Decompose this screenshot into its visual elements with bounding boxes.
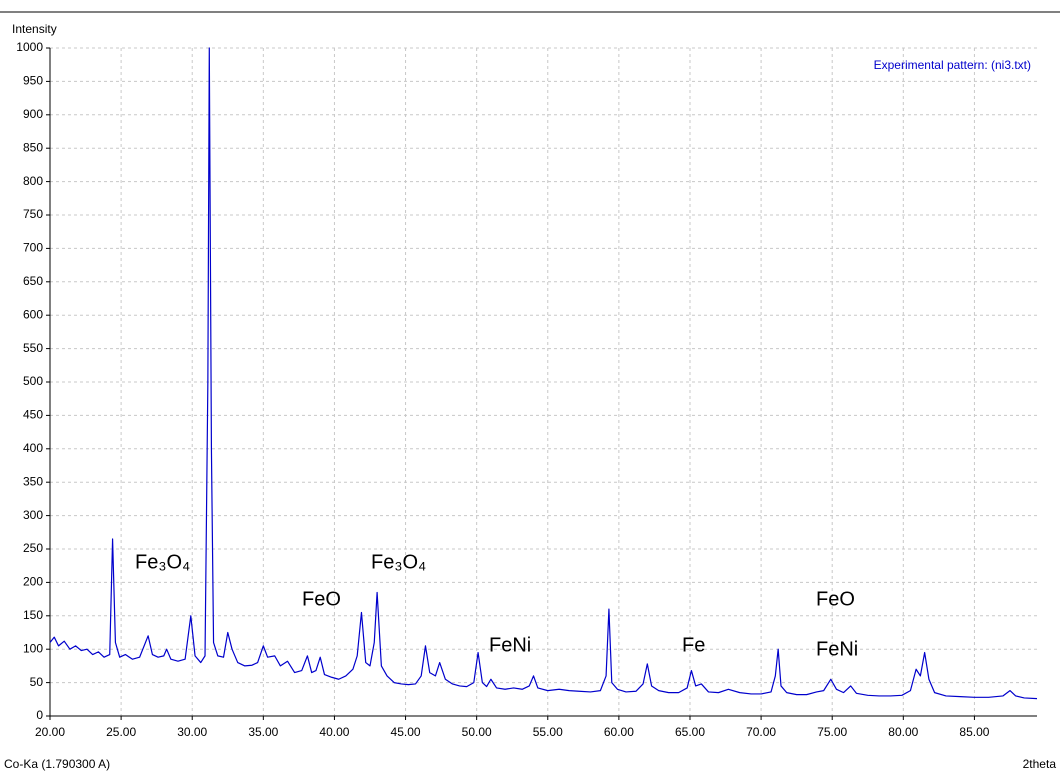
x-tick-label: 60.00 [604,725,634,739]
x-tick-label: 35.00 [248,725,278,739]
x-tick-label: 20.00 [35,725,65,739]
annotation: FeO [302,588,341,610]
y-tick-label: 750 [23,207,43,221]
annotation: FeO [816,588,855,610]
subtitle: Co-Ka (1.790300 A) [4,757,110,771]
x-tick-label: 85.00 [959,725,989,739]
x-tick-label: 25.00 [106,725,136,739]
x-axis-title: 2theta [1023,757,1057,771]
y-tick-label: 550 [23,341,43,355]
y-tick-label: 100 [23,641,43,655]
x-tick-label: 45.00 [391,725,421,739]
chart: Intensity Co-Ka (1.790300 A) 2theta 0 50 1… [0,0,1060,776]
annotation: FeNi [816,638,858,660]
y-tick-label: 600 [23,307,43,321]
y-tick-label: 800 [23,174,43,188]
y-tick-label: 900 [23,107,43,121]
x-tick-label: 65.00 [675,725,705,739]
y-tick-label: 50 [30,675,44,689]
y-tick-label: 700 [23,241,43,255]
y-tick-label: 250 [23,541,43,555]
y-tick-label: 0 [36,708,43,722]
y-tick-label: 300 [23,508,43,522]
y-tick-label: 650 [23,274,43,288]
x-tick-label: 50.00 [462,725,492,739]
x-tick-label: 30.00 [177,725,207,739]
legend-entry: Experimental pattern: (ni3.txt) [874,58,1031,72]
y-tick-label: 950 [23,74,43,88]
y-axis-title: Intensity [12,22,57,36]
annotation: Fe₃O₄ [371,551,426,573]
y-tick-label: 200 [23,575,43,589]
annotation: Fe [682,634,705,656]
y-tick-label: 450 [23,408,43,422]
y-tick-label: 400 [23,441,43,455]
annotation: FeNi [489,634,531,656]
x-tick-label: 70.00 [746,725,776,739]
y-tick-label: 850 [23,140,43,154]
annotation: Fe₃O₄ [135,551,190,573]
x-tick-label: 55.00 [533,725,563,739]
x-tick-label: 75.00 [817,725,847,739]
y-tick-label: 1000 [16,40,43,54]
x-tick-label: 40.00 [319,725,349,739]
y-tick-label: 150 [23,608,43,622]
y-tick-label: 500 [23,374,43,388]
data-line [50,48,1037,699]
x-tick-label: 80.00 [888,725,918,739]
y-tick-label: 350 [23,474,43,488]
